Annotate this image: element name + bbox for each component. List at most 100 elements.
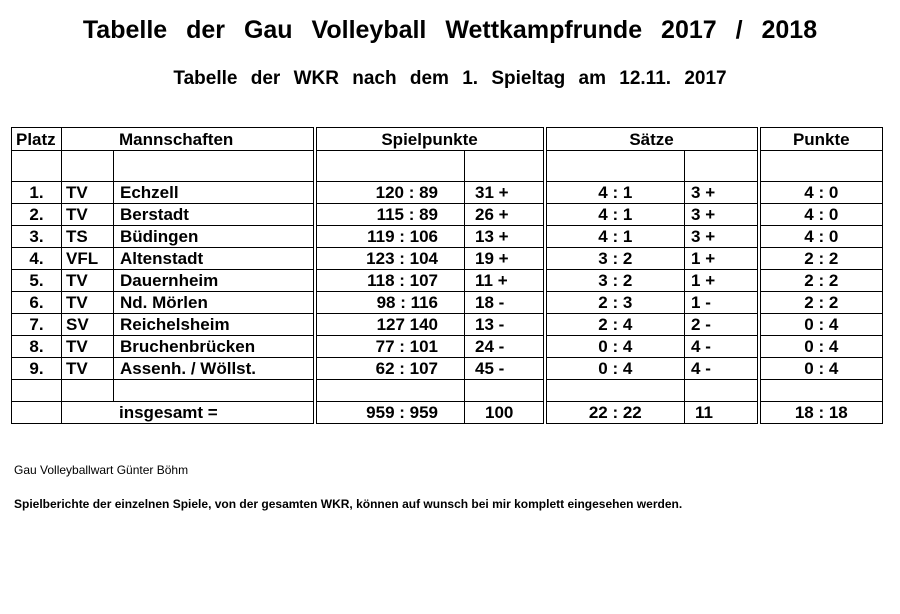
row-team-name: Reichelsheim [112,313,317,336]
table-blank-row [11,379,884,402]
row-spielpunkte: 127 140 [314,313,466,336]
footer-note: Spielberichte der einzelnen Spiele, von … [14,497,683,511]
row-spielpunkte-diff: 26 + [464,203,547,226]
row-team-name: Bruchenbrücken [112,335,317,358]
row-spielpunkte-diff: 13 - [464,313,547,336]
header-spielpunkte: Spielpunkte [314,127,547,151]
standings-table: Platz Mannschaften Spielpunkte Sätze Pun… [11,127,884,424]
total-sp-diff: 100 [464,401,547,424]
header-platz: Platz [11,127,62,151]
total-punkte: 18 : 18 [758,401,884,424]
row-spielpunkte: 118 : 107 [314,269,466,292]
row-spielpunkte: 115 : 89 [314,203,466,226]
row-saetze: 4 : 1 [544,203,686,226]
row-saetze-diff: 1 + [684,247,761,270]
row-spielpunkte-diff: 18 - [464,291,547,314]
page-title: Tabelle der Gau Volleyball Wettkampfrund… [82,16,818,44]
row-spielpunkte: 120 : 89 [314,181,466,204]
row-saetze-diff: 1 + [684,269,761,292]
row-punkte: 4 : 0 [758,203,884,226]
row-spielpunkte: 119 : 106 [314,225,466,248]
row-spielpunkte: 62 : 107 [314,357,466,380]
row-spielpunkte-diff: 31 + [464,181,547,204]
row-verein: TV [61,335,114,358]
row-spielpunkte: 98 : 116 [314,291,466,314]
row-saetze: 2 : 3 [544,291,686,314]
row-saetze: 3 : 2 [544,269,686,292]
total-label: insgesamt = [60,401,317,424]
row-saetze-diff: 4 - [684,335,761,358]
footer-author: Gau Volleyballwart Günter Böhm [14,463,189,477]
row-verein: TV [61,357,114,380]
row-platz: 2. [11,203,62,226]
row-spielpunkte-diff: 11 + [464,269,547,292]
row-team-name: Berstadt [112,203,317,226]
row-platz: 4. [11,247,62,270]
row-team-name: Assenh. / Wöllst. [112,357,317,380]
row-verein: TS [61,225,114,248]
row-platz: 9. [11,357,62,380]
row-punkte: 0 : 4 [758,313,884,336]
row-platz: 5. [11,269,62,292]
header-saetze: Sätze [544,127,761,151]
row-spielpunkte-diff: 24 - [464,335,547,358]
row-punkte: 0 : 4 [758,357,884,380]
row-punkte: 4 : 0 [758,225,884,248]
row-saetze: 4 : 1 [544,181,686,204]
row-saetze: 0 : 4 [544,335,686,358]
row-saetze: 3 : 2 [544,247,686,270]
row-saetze-diff: 4 - [684,357,761,380]
row-punkte: 2 : 2 [758,291,884,314]
row-platz: 7. [11,313,62,336]
row-saetze-diff: 3 + [684,225,761,248]
row-team-name: Echzell [112,181,317,204]
row-team-name: Dauernheim [112,269,317,292]
row-punkte: 4 : 0 [758,181,884,204]
table-spacer-row [11,150,884,182]
row-team-name: Büdingen [112,225,317,248]
table-total-row: insgesamt = 959 : 959 100 22 : 22 11 18 … [11,401,884,424]
row-team-name: Altenstadt [112,247,317,270]
total-s-diff: 11 [684,401,761,424]
total-spielpunkte: 959 : 959 [314,401,466,424]
row-spielpunkte: 77 : 101 [314,335,466,358]
row-verein: TV [61,269,114,292]
row-saetze: 4 : 1 [544,225,686,248]
row-saetze-diff: 1 - [684,291,761,314]
row-spielpunkte-diff: 45 - [464,357,547,380]
row-spielpunkte-diff: 19 + [464,247,547,270]
header-punkte: Punkte [758,127,884,151]
row-verein: SV [61,313,114,336]
row-team-name: Nd. Mörlen [112,291,317,314]
row-platz: 6. [11,291,62,314]
page-subtitle: Tabelle der WKR nach dem 1. Spieltag am … [173,68,727,89]
total-saetze: 22 : 22 [544,401,686,424]
row-punkte: 2 : 2 [758,247,884,270]
header-mannschaften: Mannschaften [60,127,317,151]
table-header-row: Platz Mannschaften Spielpunkte Sätze Pun… [11,127,884,151]
row-punkte: 2 : 2 [758,269,884,292]
row-spielpunkte-diff: 13 + [464,225,547,248]
row-punkte: 0 : 4 [758,335,884,358]
row-verein: TV [61,203,114,226]
row-saetze-diff: 3 + [684,203,761,226]
row-verein: TV [61,181,114,204]
row-saetze: 2 : 4 [544,313,686,336]
row-platz: 8. [11,335,62,358]
row-saetze-diff: 3 + [684,181,761,204]
row-saetze-diff: 2 - [684,313,761,336]
row-platz: 1. [11,181,62,204]
row-spielpunkte: 123 : 104 [314,247,466,270]
row-saetze: 0 : 4 [544,357,686,380]
row-verein: VFL [61,247,114,270]
